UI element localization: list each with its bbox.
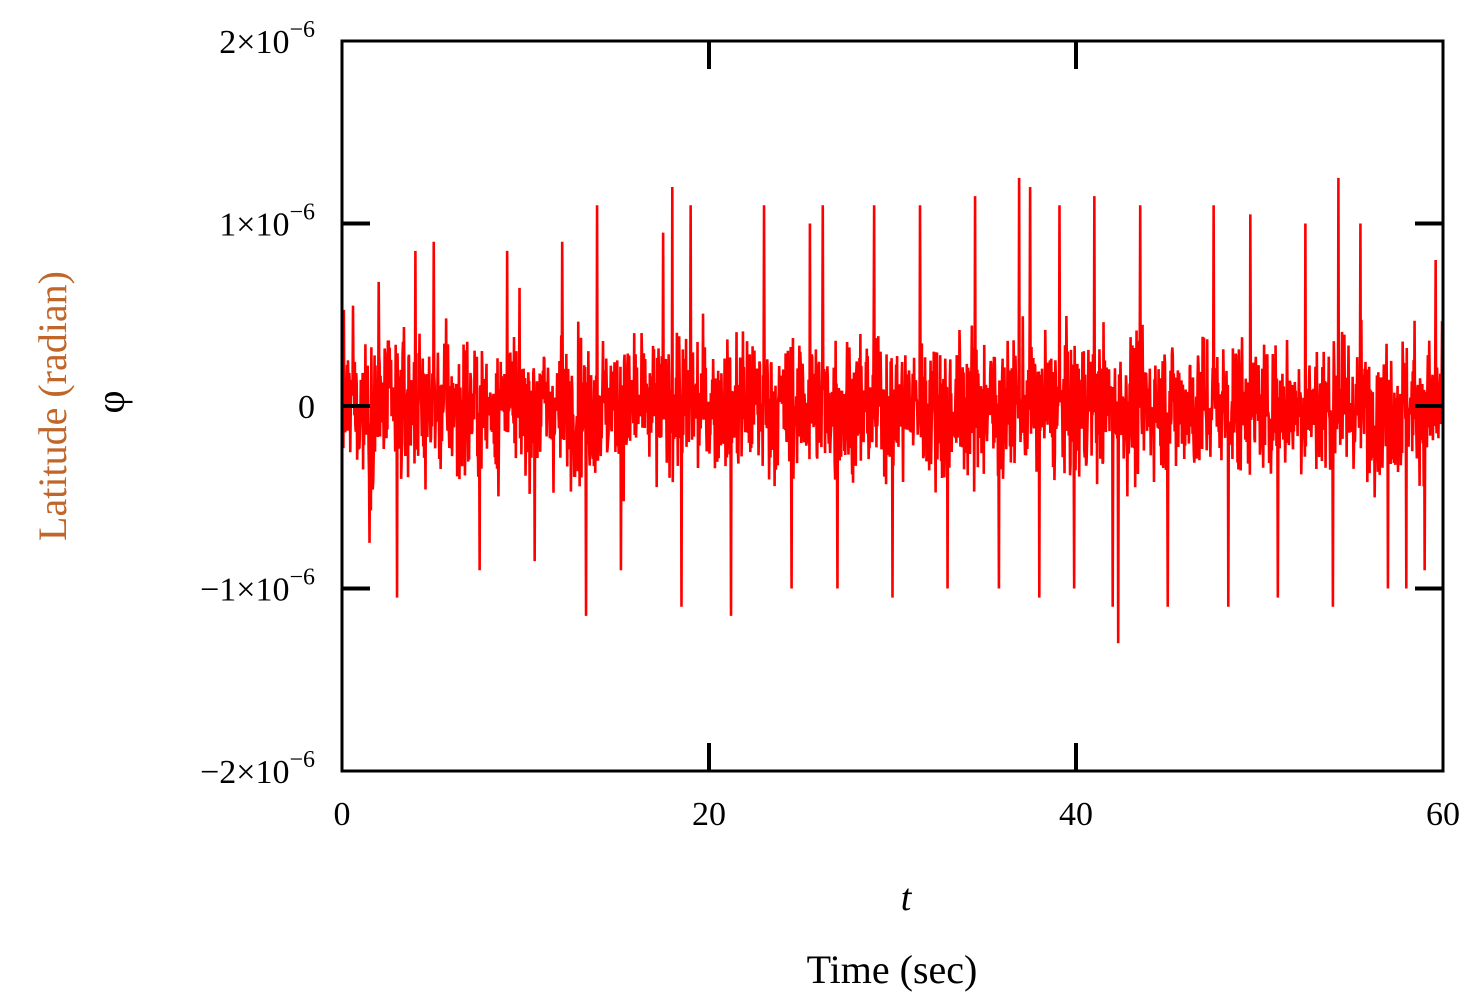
series-layer: [342, 177, 1443, 644]
tick-label-layer: 0 20 40 60 2×10−6 1×10−6 0 −1×10−6 −2×10−6: [200, 17, 1460, 833]
axes-layer: [340, 39, 1445, 773]
y-tick-label: 0: [298, 389, 315, 426]
x-tick-label: 20: [692, 796, 726, 833]
series-line: [342, 177, 1443, 644]
x-axis-title: Time (sec): [807, 947, 978, 992]
x-axis-variable: t: [901, 877, 913, 919]
y-tick-label: −1×10−6: [200, 565, 315, 609]
y-tick-label: 1×10−6: [219, 200, 315, 244]
x-tick-label: 0: [334, 796, 351, 833]
y-tick-label: 2×10−6: [219, 17, 315, 61]
x-tick-label: 60: [1426, 796, 1460, 833]
y-tick-label: −2×10−6: [200, 747, 315, 791]
y-axis-variable: φ: [88, 390, 133, 413]
x-tick-label: 40: [1059, 796, 1093, 833]
y-axis-title: Latitude (radian): [30, 271, 75, 541]
